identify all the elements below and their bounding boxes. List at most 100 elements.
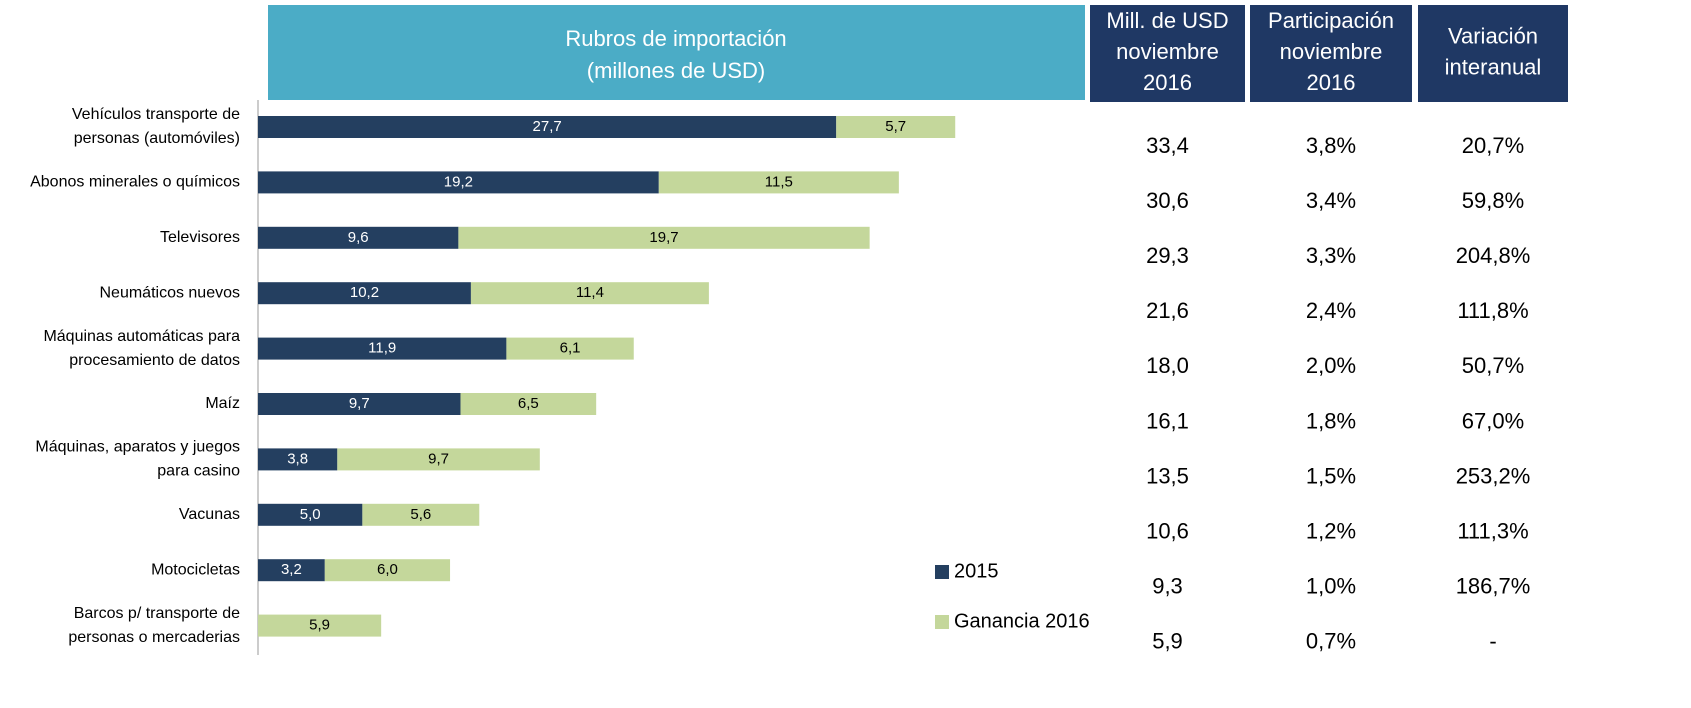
bar-segment (258, 559, 325, 582)
table-cell: 3,8% (1306, 133, 1356, 158)
category-label: Abonos minerales o químicos (30, 174, 240, 191)
table-cell: 253,2% (1456, 463, 1531, 488)
bar-segment (362, 503, 480, 526)
table-cell: 21,6 (1146, 298, 1189, 323)
bar-segment (258, 116, 837, 138)
value-label: 10,2 (350, 284, 379, 301)
category-label: Televisores (160, 229, 240, 246)
value-label: 6,0 (377, 561, 398, 578)
table-header: Variación (1448, 23, 1538, 48)
bar-segment (836, 116, 956, 138)
bar-segment (258, 503, 363, 526)
table-cell: 18,0 (1146, 353, 1189, 378)
table-cell: 20,7% (1462, 133, 1524, 158)
bar-segment (324, 559, 451, 582)
category-label: personas (automóviles) (74, 130, 240, 147)
table-cell: 3,4% (1306, 188, 1356, 213)
bar-segment (258, 393, 461, 415)
category-label: Maíz (205, 395, 240, 412)
category-label: Motocicletas (151, 561, 240, 578)
value-label: 5,7 (885, 118, 906, 135)
category-label: personas o mercaderias (68, 629, 240, 646)
table-header-cell (1090, 5, 1245, 102)
value-label: 9,7 (349, 395, 370, 412)
value-label: 19,2 (444, 173, 473, 190)
table-cell: 10,6 (1146, 519, 1189, 544)
table-cell: 67,0% (1462, 408, 1524, 433)
table-cell: 50,7% (1462, 353, 1524, 378)
value-label: 3,8 (287, 450, 308, 467)
table-header: 2016 (1307, 70, 1356, 95)
table-cell: 29,3 (1146, 243, 1189, 268)
bar-segment (258, 337, 507, 360)
category-label: Vehículos transporte de (72, 106, 240, 123)
chart-title: Rubros de importación (565, 26, 786, 51)
value-label: 6,1 (560, 340, 581, 357)
bar-segment (470, 282, 709, 305)
legend-swatch (935, 615, 949, 629)
table-header: interanual (1445, 54, 1542, 79)
category-label: Máquinas automáticas para (43, 328, 240, 345)
bar-segment (458, 226, 870, 249)
category-label: procesamiento de datos (69, 352, 240, 369)
table-header-cell (1250, 5, 1412, 102)
table-cell: 0,7% (1306, 629, 1356, 654)
value-label: 6,5 (518, 395, 539, 412)
table-cell: 186,7% (1456, 574, 1531, 599)
value-label: 5,9 (309, 617, 330, 634)
value-label: 11,4 (576, 284, 604, 301)
category-label: Neumáticos nuevos (99, 284, 240, 301)
table-cell: 13,5 (1146, 463, 1189, 488)
bar-segment (258, 614, 382, 637)
table-cell: 59,8% (1462, 188, 1524, 213)
value-label: 19,7 (649, 229, 678, 246)
table-header: 2016 (1143, 70, 1192, 95)
bar-segment (258, 448, 338, 471)
bar-segment (460, 393, 597, 415)
table-cell: 111,8% (1457, 298, 1528, 323)
category-label: Máquinas, aparatos y juegos (35, 439, 240, 456)
legend-swatch (935, 565, 949, 579)
table-cell: 9,3 (1152, 574, 1183, 599)
table-cell: 1,5% (1306, 463, 1356, 488)
bar-segment (258, 282, 471, 305)
legend-label: 2015 (954, 560, 999, 582)
bar-segment (258, 226, 459, 249)
table-header: Participación (1268, 8, 1394, 33)
table-header: Mill. de USD (1106, 8, 1228, 33)
chart-title: (millones de USD) (587, 58, 766, 83)
table-cell: 1,2% (1306, 519, 1356, 544)
table-cell: 111,3% (1457, 519, 1528, 544)
category-label: para casino (157, 463, 240, 480)
table-cell: 1,0% (1306, 574, 1356, 599)
value-label: 27,7 (533, 118, 562, 135)
value-label: 5,6 (410, 506, 431, 523)
bar-segment (506, 337, 634, 360)
table-cell: 16,1 (1146, 408, 1189, 433)
table-header: noviembre (1280, 39, 1383, 64)
value-label: 9,7 (428, 450, 449, 467)
table-header: noviembre (1116, 39, 1219, 64)
table-cell: 30,6 (1146, 188, 1189, 213)
table-cell: 2,4% (1306, 298, 1356, 323)
table-cell: 1,8% (1306, 408, 1356, 433)
table-cell: 204,8% (1456, 243, 1531, 268)
bar-segment (658, 171, 899, 194)
table-cell: 3,3% (1306, 243, 1356, 268)
category-label: Vacunas (179, 506, 240, 523)
table-cell: 33,4 (1146, 133, 1189, 158)
category-label: Barcos p/ transporte de (74, 605, 240, 622)
legend-label: Ganancia 2016 (954, 610, 1090, 632)
value-label: 9,6 (348, 229, 369, 246)
value-label: 3,2 (281, 561, 302, 578)
value-label: 11,5 (765, 173, 793, 190)
table-cell: 2,0% (1306, 353, 1356, 378)
table-cell: - (1489, 629, 1496, 654)
table-header-cell (1418, 5, 1568, 102)
bar-segment (337, 448, 540, 471)
table-cell: 5,9 (1152, 629, 1183, 654)
value-label: 5,0 (300, 506, 321, 523)
bar-segment (258, 171, 659, 194)
value-label: 11,9 (368, 340, 396, 357)
